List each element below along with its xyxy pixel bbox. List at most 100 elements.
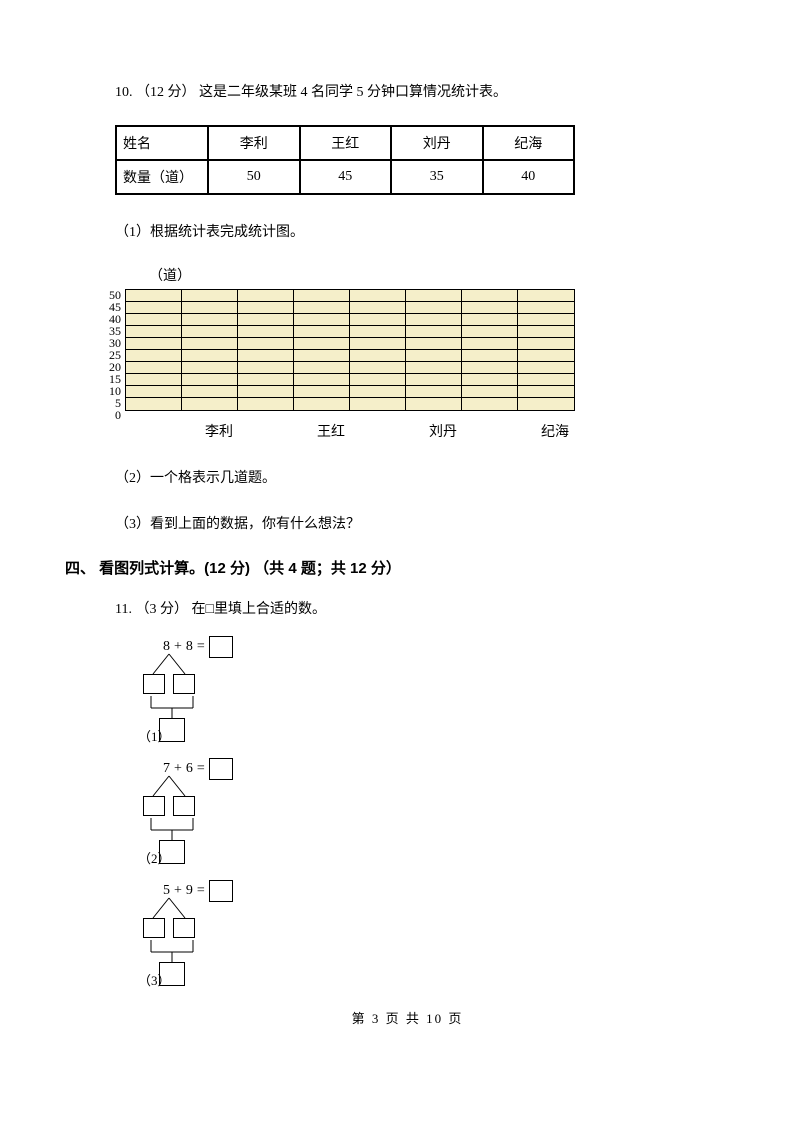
fill-diagram: 7 + 6 = （2） <box>143 758 303 868</box>
header-1: 李利 <box>208 126 300 160</box>
grid-row <box>126 302 574 314</box>
q10-sub1: （1）根据统计表完成统计图。 <box>115 220 700 245</box>
grid-cell <box>406 350 462 361</box>
grid-cell <box>126 398 182 410</box>
grid-cell <box>126 362 182 373</box>
q10-number: 10. <box>115 85 133 100</box>
grid-cell <box>350 398 406 410</box>
q11-items: 8 + 8 = （1） 7 + 6 = <box>115 636 700 990</box>
grid-cell <box>182 302 238 313</box>
grid-cell <box>294 374 350 385</box>
grid-cell <box>350 374 406 385</box>
grid-cell <box>518 326 574 337</box>
grid-cell <box>238 398 294 410</box>
grid-cell <box>462 362 518 373</box>
grid-cell <box>126 314 182 325</box>
grid-cell <box>238 302 294 313</box>
grid-cell <box>350 386 406 397</box>
grid-cell <box>406 386 462 397</box>
value-3: 35 <box>391 160 483 194</box>
grid-cell <box>294 338 350 349</box>
chart-grid <box>125 289 575 411</box>
q10-text: 这是二年级某班 4 名同学 5 分钟口算情况统计表。 <box>199 85 507 100</box>
header-name: 姓名 <box>116 126 208 160</box>
grid-cell <box>350 314 406 325</box>
grid-cell <box>406 326 462 337</box>
grid-cell <box>518 314 574 325</box>
grid-cell <box>518 290 574 301</box>
grid-row <box>126 374 574 386</box>
split-box-right[interactable] <box>173 674 195 694</box>
split-box-left[interactable] <box>143 918 165 938</box>
grid-cell <box>126 338 182 349</box>
grid-cell <box>406 302 462 313</box>
chart-unit: （道） <box>149 265 700 285</box>
grid-cell <box>238 350 294 361</box>
grid-cell <box>182 290 238 301</box>
grid-cell <box>462 338 518 349</box>
grid-cell <box>126 386 182 397</box>
grid-cell <box>462 398 518 410</box>
grid-cell <box>462 302 518 313</box>
grid-cell <box>238 326 294 337</box>
split-box-right[interactable] <box>173 796 195 816</box>
statistics-table: 姓名 李利 王红 刘丹 纪海 数量（道） 50 45 35 40 <box>115 125 575 195</box>
value-4: 40 <box>483 160 575 194</box>
grid-cell <box>518 398 574 410</box>
grid-cell <box>406 398 462 410</box>
x-label-3: 刘丹 <box>415 421 471 441</box>
grid-cell <box>182 314 238 325</box>
grid-cell <box>126 374 182 385</box>
grid-cell <box>462 374 518 385</box>
grid-cell <box>350 350 406 361</box>
fill-diagram: 5 + 9 = （3） <box>143 880 303 990</box>
split-box-right[interactable] <box>173 918 195 938</box>
grid-cell <box>126 326 182 337</box>
grid-cell <box>406 374 462 385</box>
grid-cell <box>182 338 238 349</box>
grid-cell <box>294 290 350 301</box>
grid-cell <box>182 326 238 337</box>
grid-cell <box>182 362 238 373</box>
grid-cell <box>182 398 238 410</box>
grid-row <box>126 338 574 350</box>
grid-cell <box>238 314 294 325</box>
grid-cell <box>182 374 238 385</box>
item-label: （3） <box>138 970 171 989</box>
grid-row <box>126 398 574 410</box>
header-2: 王红 <box>300 126 392 160</box>
grid-cell <box>238 374 294 385</box>
grid-cell <box>462 386 518 397</box>
grid-cell <box>294 362 350 373</box>
q10-prompt: 10. （12 分） 这是二年级某班 4 名同学 5 分钟口算情况统计表。 <box>115 80 700 105</box>
x-label-4: 纪海 <box>527 421 583 441</box>
grid-cell <box>294 386 350 397</box>
fill-diagram: 8 + 8 = （1） <box>143 636 303 746</box>
q10-points: （12 分） <box>136 85 196 100</box>
grid-cell <box>462 314 518 325</box>
grid-cell <box>238 290 294 301</box>
grid-row <box>126 362 574 374</box>
grid-cell <box>350 338 406 349</box>
grid-cell <box>294 350 350 361</box>
grid-cell <box>126 350 182 361</box>
grid-row <box>126 326 574 338</box>
q11-text: 在□里填上合适的数。 <box>191 602 325 617</box>
row-label: 数量（道） <box>116 160 208 194</box>
x-axis: 李利 王红 刘丹 纪海 <box>135 421 700 441</box>
grid-cell <box>238 362 294 373</box>
grid-cell <box>518 374 574 385</box>
grid-cell <box>350 362 406 373</box>
split-box-left[interactable] <box>143 674 165 694</box>
bar-chart: （道） 50454035302520151050 李利 王红 刘丹 纪海 <box>109 265 700 441</box>
grid-row <box>126 314 574 326</box>
grid-cell <box>406 362 462 373</box>
value-1: 50 <box>208 160 300 194</box>
grid-cell <box>294 314 350 325</box>
split-box-left[interactable] <box>143 796 165 816</box>
header-3: 刘丹 <box>391 126 483 160</box>
grid-row <box>126 386 574 398</box>
grid-cell <box>182 350 238 361</box>
grid-cell <box>294 302 350 313</box>
grid-row <box>126 290 574 302</box>
